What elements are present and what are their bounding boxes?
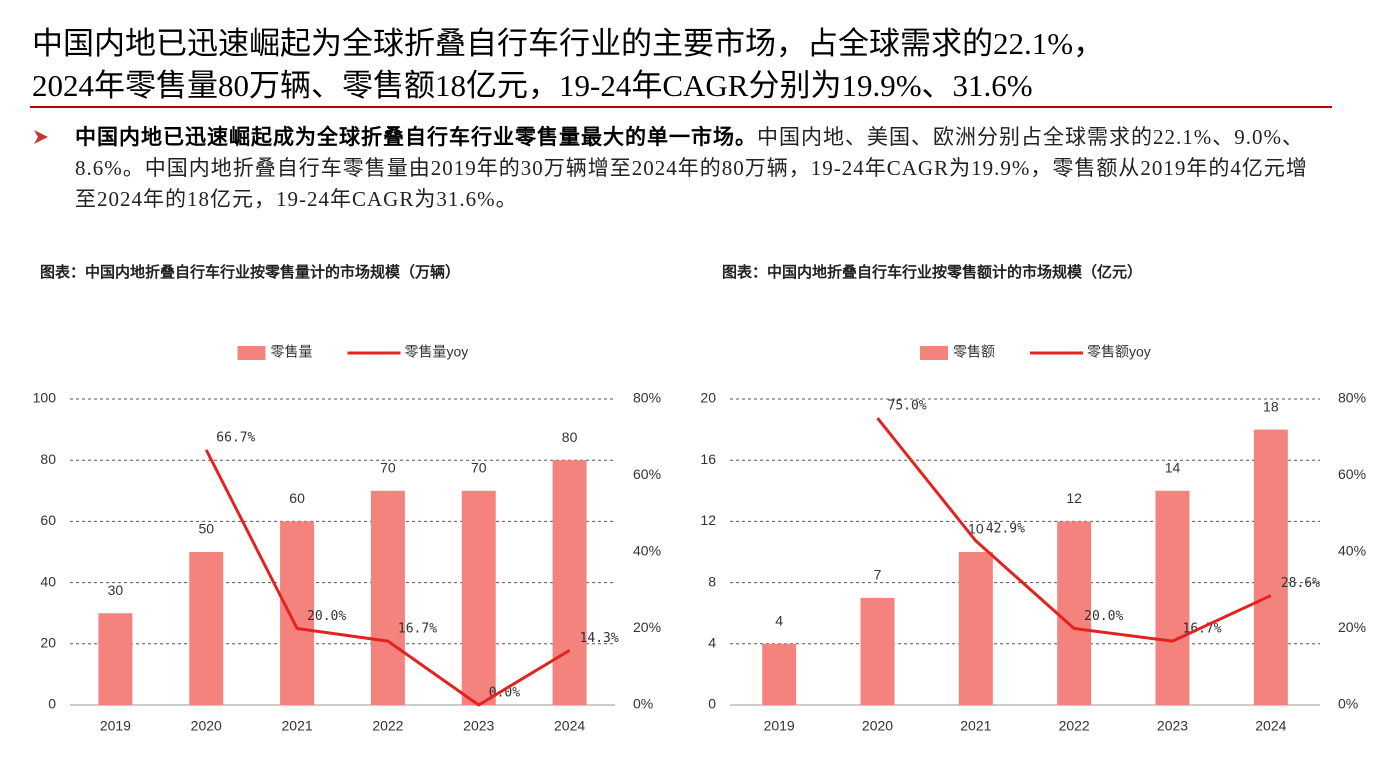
y-tick-label: 60 [40, 512, 56, 528]
bar [189, 552, 224, 705]
x-tick-label: 2019 [100, 718, 131, 734]
bar [98, 613, 133, 705]
chart-title: 图表：中国内地折叠自行车行业按零售额计的市场规模（亿元） [722, 263, 1142, 281]
x-tick-label: 2024 [1255, 718, 1286, 734]
line-value-label: 14.3% [580, 631, 619, 646]
bullet-text: 中国内地、美国、欧洲分别占全球需求的22.1%、9.0%、8.6%。中国内地折叠… [75, 125, 1308, 211]
x-tick-label: 2023 [1157, 718, 1188, 734]
bar-value-label: 7 [874, 567, 882, 583]
x-tick-label: 2021 [282, 718, 313, 734]
y2-tick-label: 80% [633, 390, 661, 406]
bullet-lead: 中国内地已迅速崛起成为全球折叠自行车行业零售量最大的单一市场。 [75, 125, 757, 149]
legend-swatch [237, 346, 266, 360]
line-value-label: 20.0% [307, 609, 346, 624]
bar-value-label: 70 [380, 460, 396, 476]
bar [370, 490, 405, 705]
y-tick-label: 20 [700, 390, 716, 406]
y2-tick-label: 60% [1338, 466, 1366, 482]
headline: 中国内地已迅速崛起为全球折叠自行车行业的主要市场，占全球需求的22.1%， [32, 26, 1105, 61]
y2-tick-label: 60% [633, 466, 661, 482]
bar [958, 552, 993, 705]
x-tick-label: 2021 [960, 718, 991, 734]
x-tick-label: 2022 [372, 718, 403, 734]
legend-label: 零售量yoy [405, 344, 469, 360]
bar-value-label: 14 [1165, 460, 1181, 476]
bar [860, 597, 895, 705]
x-tick-label: 2020 [191, 718, 222, 734]
line-value-label: 0.0% [489, 686, 520, 701]
bar [762, 643, 797, 705]
y-tick-label: 0 [708, 696, 716, 712]
bar [1057, 521, 1092, 705]
x-tick-label: 2020 [862, 718, 893, 734]
bar [1253, 429, 1288, 705]
legend-label: 零售量 [271, 344, 313, 360]
y2-tick-label: 40% [633, 543, 661, 559]
y-tick-label: 12 [700, 512, 716, 528]
bar [461, 490, 496, 705]
bar-value-label: 10 [968, 521, 984, 537]
legend-label: 零售额yoy [1087, 344, 1151, 360]
bar-value-label: 4 [775, 613, 783, 629]
bar-value-label: 80 [562, 429, 578, 445]
x-tick-label: 2024 [554, 718, 585, 734]
line-value-label: 42.9% [986, 521, 1025, 536]
y-tick-label: 8 [708, 573, 716, 589]
legend-swatch [920, 346, 948, 360]
line-value-label: 75.0% [888, 399, 927, 414]
bar-value-label: 50 [198, 521, 214, 537]
y2-tick-label: 20% [633, 619, 661, 635]
bullet-icon [34, 130, 48, 144]
y-tick-label: 80 [40, 451, 56, 467]
line-value-label: 20.0% [1084, 609, 1123, 624]
y-tick-label: 100 [33, 390, 57, 406]
bar-value-label: 30 [108, 582, 124, 598]
y-tick-label: 40 [40, 573, 56, 589]
bar-value-label: 12 [1066, 490, 1082, 506]
y2-tick-label: 40% [1338, 543, 1366, 559]
bar [280, 521, 315, 705]
y-tick-label: 20 [40, 635, 56, 651]
bullet-paragraph: 中国内地已迅速崛起成为全球折叠自行车行业零售量最大的单一市场。中国内地、美国、欧… [75, 122, 1320, 215]
y2-tick-label: 0% [633, 696, 653, 712]
line-value-label: 28.6% [1281, 576, 1320, 591]
y2-tick-label: 20% [1338, 619, 1366, 635]
line-value-label: 16.7% [398, 622, 437, 637]
line-value-label: 66.7% [216, 430, 255, 445]
legend-label: 零售额 [953, 344, 995, 360]
bar [1155, 490, 1190, 705]
x-tick-label: 2019 [764, 718, 795, 734]
line [204, 449, 571, 707]
line [876, 417, 1272, 643]
bar-value-label: 18 [1263, 398, 1279, 414]
bar-value-label: 70 [471, 460, 487, 476]
bar-value-label: 60 [289, 490, 305, 506]
headline: 2024年零售量80万辆、零售额18亿元，19-24年CAGR分别为19.9%、… [32, 68, 1033, 103]
chart-title: 图表：中国内地折叠自行车行业按零售量计的市场规模（万辆） [40, 263, 460, 281]
x-tick-label: 2023 [463, 718, 494, 734]
y-tick-label: 16 [700, 451, 716, 467]
y2-tick-label: 0% [1338, 696, 1358, 712]
bar [552, 460, 587, 705]
y-tick-label: 0 [48, 696, 56, 712]
y2-tick-label: 80% [1338, 390, 1366, 406]
x-tick-label: 2022 [1059, 718, 1090, 734]
y-tick-label: 4 [708, 635, 716, 651]
